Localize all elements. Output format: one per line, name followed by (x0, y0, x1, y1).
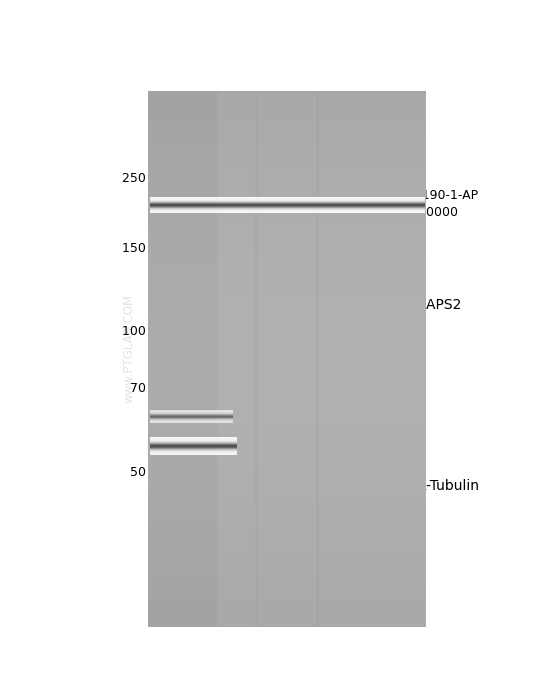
Text: 100 kDa: 100 kDa (122, 326, 174, 338)
Text: 150 kDa: 150 kDa (122, 242, 174, 255)
Text: shRNA-2: shRNA-2 (358, 104, 405, 151)
Text: SAPS2: SAPS2 (417, 298, 461, 312)
Text: 70 kDa: 70 kDa (129, 382, 174, 395)
Text: 50 kDa: 50 kDa (129, 466, 174, 479)
Text: shRNA-1: shRNA-1 (291, 104, 338, 151)
Text: 26190-1-AP
1:10000: 26190-1-AP 1:10000 (407, 189, 478, 219)
Text: sh-control: sh-control (217, 98, 270, 151)
Text: α-Tubulin: α-Tubulin (417, 479, 479, 493)
Text: 250 kDa: 250 kDa (122, 172, 174, 185)
Text: www.PTGLAB.COM: www.PTGLAB.COM (122, 293, 135, 402)
Text: HepG2: HepG2 (259, 582, 315, 600)
